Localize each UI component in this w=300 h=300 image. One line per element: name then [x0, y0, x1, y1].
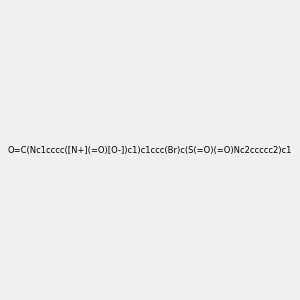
Text: O=C(Nc1cccc([N+](=O)[O-])c1)c1ccc(Br)c(S(=O)(=O)Nc2ccccc2)c1: O=C(Nc1cccc([N+](=O)[O-])c1)c1ccc(Br)c(S…	[8, 146, 292, 154]
